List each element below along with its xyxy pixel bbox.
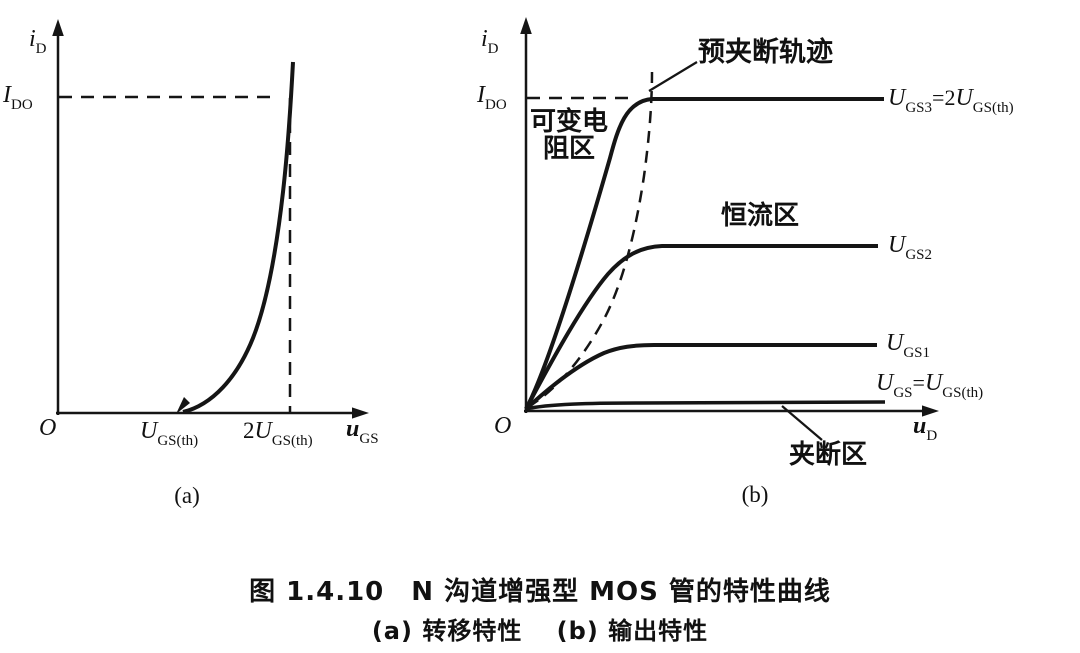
plot-b-pre-pinch-off-callout-line: [648, 61, 698, 92]
plot-a-y-axis-label: iD: [29, 26, 47, 57]
plot-a-tick-ugsth: UGS(th): [140, 418, 199, 449]
plot-b-curve-ugsth: [525, 400, 886, 411]
plot-b-curve-label-ugsth: UGS=UGS(th): [876, 370, 984, 401]
plot-b-origin-label: O: [494, 413, 512, 439]
plot-a-x-axis-label: uGS: [346, 416, 379, 447]
plot-a: [52, 19, 369, 419]
plot-b-region-variable-resistance-label: 可变电 阻区: [529, 107, 608, 164]
plot-a-x-axis-arrow: [352, 407, 369, 419]
plot-b-region-pre-pinch-off-label: 预夹断轨迹: [698, 37, 833, 68]
plot-a-ido-label: IDO: [3, 82, 33, 113]
plot-b-pre-pinch-off-locus: [527, 71, 654, 409]
plot-b-curve-label-ugs2: UGS2: [888, 232, 933, 263]
plot-b: [520, 17, 939, 441]
plot-b-curve-ugs2: [524, 244, 878, 410]
plot-b-x-axis-label: uD: [913, 413, 938, 444]
plot-b-curve-label-ugs3: UGS3=2UGS(th): [888, 85, 1014, 116]
plot-b-sublabel: (b): [741, 482, 769, 507]
plot-a-curve-start-arrowhead: [176, 397, 190, 414]
figure-caption-title: 图 1.4.10 N 沟道增强型 MOS 管的特性曲线: [249, 577, 831, 607]
plot-b-ido-label: IDO: [477, 82, 507, 113]
plot-b-pinch-off-callout-line: [781, 405, 823, 441]
plot-b-curve-label-ugs1: UGS1: [886, 330, 931, 361]
figure-caption-subtitle: (a) 转移特性 (b) 输出特性: [371, 617, 709, 645]
plot-a-origin-label: O: [39, 415, 57, 441]
plot-a-tick-2ugsth: 2UGS(th): [243, 418, 313, 449]
plot-a-sublabel: (a): [174, 483, 200, 508]
plot-a-y-axis-arrow: [52, 19, 64, 36]
plot-a-transfer-curve: [182, 61, 295, 414]
plot-b-y-axis-arrow: [520, 17, 532, 34]
plot-b-region-pinch-off-label: 夹断区: [789, 440, 868, 470]
plot-b-region-constant-current-label: 恒流区: [721, 201, 800, 231]
plot-b-curve-ugsth-equal-1: [524, 343, 877, 411]
plot-b-y-axis-label: iD: [481, 26, 499, 57]
plot-b-curve-ugs3: [524, 97, 884, 410]
plot-b-x-axis-arrow: [922, 405, 939, 417]
